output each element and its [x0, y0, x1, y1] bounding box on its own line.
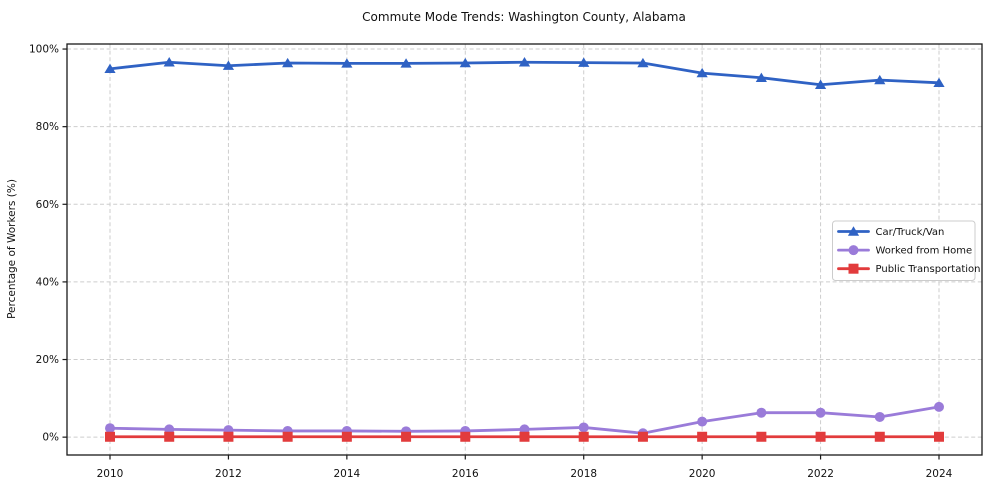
y-tick-label: 20% [36, 354, 59, 366]
triangle-marker [578, 57, 590, 67]
triangle-marker [755, 72, 767, 82]
plot-border [66, 43, 983, 456]
square-marker [697, 431, 708, 442]
triangle-marker [282, 57, 294, 68]
square-icon [848, 263, 859, 274]
triangle-marker [400, 58, 412, 68]
triangle-marker [222, 60, 235, 70]
legend-item-car-truck-van: Car/Truck/Van [837, 226, 945, 238]
legend: Car/Truck/Van Worked from Home Public Tran… [832, 220, 981, 281]
legend-label: Public Transportation [876, 264, 981, 275]
y-tick-label: 60% [36, 199, 59, 211]
square-marker [460, 431, 471, 442]
triangle-marker [459, 57, 471, 68]
square-marker [934, 431, 944, 442]
circle-marker [815, 407, 826, 418]
chart-title: Commute Mode Trends: Washington County, … [362, 10, 686, 24]
square-marker [282, 431, 293, 442]
axes-frame: 0% 20% 40% 60% 80% 100% 2010 2012 2014 2016 2018 20… [29, 43, 983, 480]
square-marker [105, 431, 115, 442]
x-tick-label: 2022 [807, 468, 834, 480]
circle-icon [848, 245, 859, 256]
circle-marker [578, 422, 589, 433]
square-marker [637, 431, 648, 442]
triangle-marker [814, 79, 827, 89]
x-tick-label: 2014 [333, 468, 360, 480]
legend-label: Car/Truck/Van [876, 227, 945, 238]
y-tick-label: 40% [36, 276, 59, 288]
x-tick-label: 2024 [926, 468, 953, 480]
y-axis-label: Percentage of Workers (%) [6, 179, 18, 319]
triangle-marker [696, 67, 708, 78]
x-tick-label: 2020 [689, 468, 716, 480]
legend-label: Worked from Home [876, 246, 973, 257]
circle-marker [105, 423, 115, 434]
square-marker [223, 431, 234, 442]
triangle-marker [341, 58, 353, 68]
triangle-marker [637, 57, 649, 68]
legend-item-worked-from-home: Worked from Home [837, 245, 973, 257]
triangle-marker [163, 57, 175, 67]
triangle-icon [847, 226, 860, 236]
x-tick-label: 2018 [570, 468, 597, 480]
circle-marker [697, 416, 708, 427]
square-marker [401, 431, 412, 442]
square-marker [578, 431, 589, 442]
triangle-marker [104, 63, 116, 74]
y-tick-label: 80% [36, 121, 59, 133]
y-tick-label: 100% [29, 44, 59, 56]
series-car-truck-van [104, 57, 945, 89]
square-marker [756, 431, 767, 442]
triangle-marker [518, 57, 531, 67]
square-marker [519, 431, 530, 442]
circle-marker [934, 401, 944, 412]
triangle-marker [874, 74, 886, 85]
series-public-transportation [105, 431, 944, 442]
square-marker [815, 431, 826, 442]
square-marker [341, 431, 352, 442]
x-tick-label: 2016 [452, 468, 479, 480]
x-tick-label: 2010 [97, 468, 124, 480]
circle-marker [874, 411, 885, 422]
x-tick-label: 2012 [215, 468, 242, 480]
square-marker [164, 431, 175, 442]
legend-item-public-transportation: Public Transportation [837, 263, 981, 275]
y-tick-label: 0% [42, 432, 59, 444]
triangle-marker [933, 77, 945, 88]
circle-marker [756, 407, 767, 418]
legend-box [832, 220, 976, 281]
square-marker [874, 431, 885, 442]
data-series [104, 57, 945, 442]
